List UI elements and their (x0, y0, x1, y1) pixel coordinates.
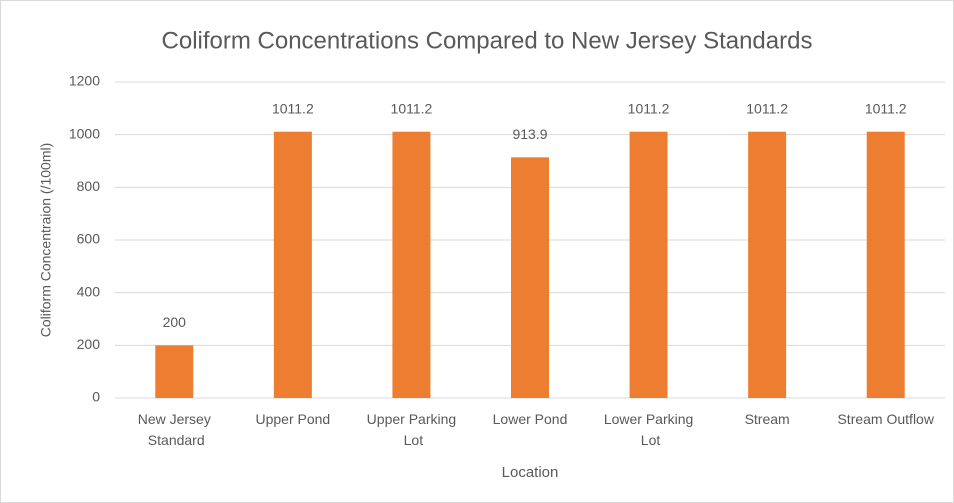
y-tick-label: 200 (77, 336, 101, 352)
x-tick-label: Lower Pond (493, 411, 568, 427)
x-tick-label: Stream Outflow (837, 411, 934, 427)
data-label: 1011.2 (391, 100, 433, 116)
data-label: 1011.2 (865, 100, 907, 116)
chart-title: Coliform Concentrations Compared to New … (162, 27, 813, 54)
y-tick-label: 600 (77, 231, 101, 247)
y-tick-label: 1200 (69, 73, 100, 89)
y-axis-label: Coliform Concentraion (/100ml) (38, 143, 54, 338)
bar (511, 157, 549, 398)
y-tick-label: 800 (77, 178, 101, 194)
bar (392, 131, 431, 398)
x-tick-label: New Jersey Standard (138, 411, 211, 448)
x-axis-label: Location (502, 464, 559, 481)
y-tick-label: 1000 (69, 125, 100, 141)
bar (273, 131, 312, 398)
x-tick-label: Upper Parking Lot (367, 411, 457, 448)
y-tick-label: 400 (77, 283, 101, 299)
bar (629, 131, 668, 398)
data-label: 200 (163, 314, 187, 330)
x-tick-label: Stream (745, 411, 790, 427)
y-tick-label: 0 (92, 389, 100, 405)
x-tick-label: Upper Pond (255, 411, 330, 427)
data-label: 1011.2 (746, 100, 788, 116)
bar (155, 345, 194, 398)
bar (866, 131, 905, 398)
x-tick-label: Lower Parking Lot (604, 411, 694, 448)
data-label: 913.9 (512, 126, 547, 142)
data-label: 1011.2 (272, 100, 314, 116)
data-label: 1011.2 (628, 100, 670, 116)
bar (748, 131, 787, 398)
